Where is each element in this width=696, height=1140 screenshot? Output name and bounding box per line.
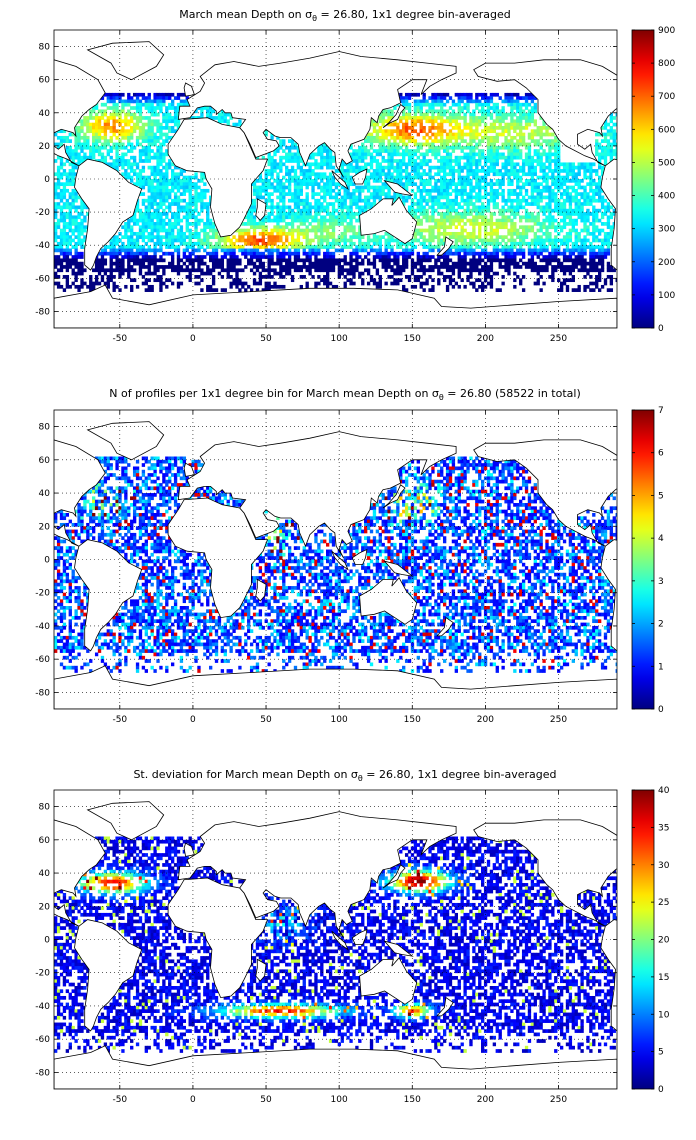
colorbar-tick-label: 800 — [658, 59, 675, 69]
y-tick-label: 60 — [39, 836, 51, 846]
x-tick-label: -50 — [112, 1095, 127, 1105]
y-tick-label: 0 — [44, 936, 50, 946]
y-tick-label: 0 — [44, 556, 50, 566]
colorbar-tick-label: 0 — [658, 1085, 664, 1095]
colorbar-tick-label: 1 — [658, 662, 664, 672]
y-tick-label: -20 — [35, 589, 50, 599]
colorbar-tick-label: 6 — [658, 449, 664, 459]
colorbar-tick-label: 500 — [658, 158, 675, 168]
x-tick-label: 50 — [260, 715, 272, 725]
colorbar-tick-label: 900 — [658, 26, 675, 36]
colorbar-tick-label: 400 — [658, 192, 675, 202]
panel-title: N of profiles per 1x1 degree bin for Mar… — [109, 387, 581, 402]
x-tick-label: 200 — [477, 334, 494, 344]
colorbar-tick-label: 20 — [658, 936, 670, 946]
panel-title: March mean Depth on σθ = 26.80, 1x1 degr… — [179, 8, 511, 23]
colorbar-gradient — [631, 409, 655, 710]
y-tick-label: -40 — [35, 241, 50, 251]
colorbar-tick-label: 0 — [658, 705, 664, 715]
x-tick-label: 100 — [331, 1095, 348, 1105]
y-tick-label: -60 — [35, 1035, 50, 1045]
y-tick-label: 40 — [39, 489, 51, 499]
colorbar-tick-label: 0 — [658, 324, 664, 334]
x-tick-label: -50 — [112, 715, 127, 725]
colorbar-tick-label: 3 — [658, 577, 664, 587]
x-tick-label: 250 — [550, 715, 567, 725]
coastline — [54, 41, 617, 328]
x-tick-label: 250 — [550, 334, 567, 344]
colorbar: 0 5 10 15 20 25 30 35 40 — [631, 786, 670, 1095]
data-cells — [54, 92, 617, 292]
y-tick-label: -60 — [35, 274, 50, 284]
x-tick-label: -50 — [112, 334, 127, 344]
panel-title: St. deviation for March mean Depth on σθ… — [133, 768, 556, 783]
colorbar-tick-label: 35 — [658, 823, 669, 833]
x-tick-label: 150 — [404, 715, 421, 725]
y-tick-label: 80 — [39, 803, 51, 813]
colorbar-gradient — [631, 29, 655, 329]
x-tick-label: 50 — [260, 1095, 272, 1105]
colorbar-tick-label: 600 — [658, 125, 675, 135]
map-panel-count: N of profiles per 1x1 degree bin for Mar… — [35, 387, 664, 725]
colorbar: 0 100 200 300 400 500 600 700 800 900 — [631, 26, 675, 334]
colorbar: 0 1 2 3 4 5 6 7 — [631, 406, 664, 715]
y-tick-label: -80 — [35, 688, 50, 698]
data-cells — [54, 836, 617, 1053]
colorbar-tick-label: 5 — [658, 1048, 664, 1058]
x-tick-label: 150 — [404, 334, 421, 344]
x-tick-label: 200 — [477, 715, 494, 725]
colorbar-gradient — [631, 789, 655, 1090]
y-tick-label: 0 — [44, 175, 50, 185]
colorbar-tick-label: 10 — [658, 1010, 670, 1020]
data-cells — [54, 456, 617, 673]
x-tick-label: 150 — [404, 1095, 421, 1105]
y-tick-label: 80 — [39, 43, 51, 53]
colorbar-tick-label: 7 — [658, 406, 664, 416]
y-tick-label: -40 — [35, 1002, 50, 1012]
colorbar-tick-label: 100 — [658, 291, 675, 301]
x-tick-label: 0 — [190, 1095, 196, 1105]
colorbar-tick-label: 4 — [658, 534, 664, 544]
x-tick-label: 0 — [190, 334, 196, 344]
map-panel-std: St. deviation for March mean Depth on σθ… — [35, 768, 670, 1105]
y-tick-label: 20 — [39, 522, 51, 532]
y-tick-label: 20 — [39, 902, 51, 912]
colorbar-tick-label: 300 — [658, 225, 675, 235]
colorbar-tick-label: 15 — [658, 973, 669, 983]
colorbar-tick-label: 200 — [658, 258, 675, 268]
grid — [54, 30, 617, 328]
coastline — [54, 801, 617, 1089]
y-tick-label: 40 — [39, 109, 51, 119]
colorbar-tick-label: 40 — [658, 786, 670, 796]
map-panel-depth: March mean Depth on σθ = 26.80, 1x1 degr… — [35, 8, 675, 344]
y-tick-label: -60 — [35, 655, 50, 665]
colorbar-tick-label: 5 — [658, 491, 664, 501]
x-tick-label: 250 — [550, 1095, 567, 1105]
x-tick-label: 100 — [331, 715, 348, 725]
x-tick-label: 100 — [331, 334, 348, 344]
colorbar-tick-label: 25 — [658, 898, 669, 908]
y-tick-label: 60 — [39, 76, 51, 86]
y-tick-label: -20 — [35, 969, 50, 979]
x-tick-label: 50 — [260, 334, 272, 344]
y-tick-label: 60 — [39, 456, 51, 466]
y-tick-label: -40 — [35, 622, 50, 632]
colorbar-tick-label: 700 — [658, 92, 675, 102]
x-tick-label: 200 — [477, 1095, 494, 1105]
y-tick-label: 20 — [39, 142, 51, 152]
coastline — [54, 421, 617, 709]
y-tick-label: -80 — [35, 1068, 50, 1078]
y-tick-label: -20 — [35, 208, 50, 218]
colorbar-tick-label: 2 — [658, 620, 664, 630]
colorbar-tick-label: 30 — [658, 861, 670, 871]
y-tick-label: 40 — [39, 869, 51, 879]
y-tick-label: 80 — [39, 423, 51, 433]
y-tick-label: -80 — [35, 307, 50, 317]
x-tick-label: 0 — [190, 715, 196, 725]
